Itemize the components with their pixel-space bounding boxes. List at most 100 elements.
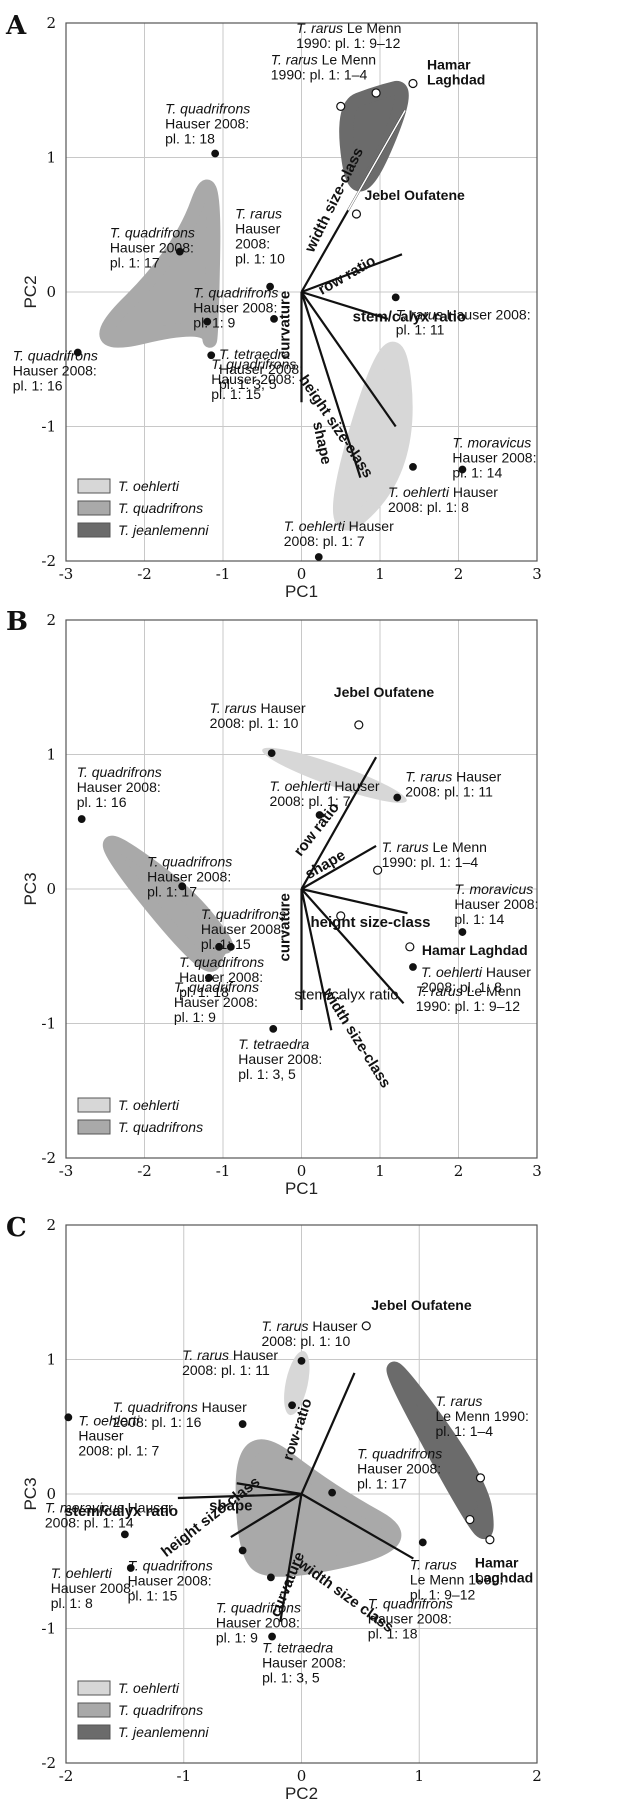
data-point — [361, 1321, 371, 1331]
citation: Hauser — [124, 1499, 173, 1515]
vector-label: stem/calyx ratio — [294, 987, 398, 1004]
point-label-line: Laghdad — [427, 72, 485, 88]
point-label: T. quadrifrons Hauser 2008: pl. 1: 15 — [211, 356, 296, 402]
point-label-line: pl. 1: 3, 5 — [238, 1066, 296, 1082]
point-label-line: pl. 1: 9 — [193, 315, 235, 331]
point-label-line: Hamar — [427, 57, 471, 73]
plot-frame — [65, 1224, 538, 1764]
data-point — [73, 348, 82, 357]
y-axis-title: PC3 — [21, 1477, 40, 1510]
data-point — [266, 1573, 275, 1582]
citation: Hauser — [345, 518, 394, 534]
x-tick-label: -3 — [59, 565, 74, 583]
point-label: T. quadrifrons Hauser 2008: pl. 1: 18 — [179, 954, 264, 1000]
point-label-line: T. rarus Hauser — [405, 769, 501, 785]
point-label: T. quadrifrons Hauser 2008: pl. 1: 17 — [110, 225, 195, 271]
data-point — [458, 928, 467, 936]
loading-vector — [279, 1493, 303, 1622]
loading-vector — [300, 1372, 356, 1495]
x-axis-title: PC2 — [285, 1784, 318, 1802]
point-label: Hamar Laghdad — [427, 57, 485, 88]
data-point — [266, 282, 275, 291]
point-label-line: T. moravicus — [452, 435, 531, 451]
legend-swatch — [77, 1702, 111, 1718]
legend-swatch — [77, 478, 111, 494]
point-label-line: T. quadrifrons — [216, 1599, 301, 1615]
point-label-line: T. quadrifrons — [368, 1595, 453, 1611]
data-point — [270, 315, 278, 323]
point-label-line: T. rarus Le Menn — [271, 51, 376, 67]
point-label-line: Hauser 2008: — [13, 363, 97, 379]
point-label-line: T. quadrifrons — [357, 1446, 442, 1462]
panel-letter: B — [6, 607, 28, 637]
species-name: T. rarus — [396, 306, 443, 322]
y-tick-label: 2 — [46, 611, 56, 629]
y-tick-label: -2 — [41, 552, 56, 570]
species-name: T. rarus — [296, 20, 343, 36]
point-label-line: pl. 1: 17 — [110, 255, 160, 271]
point-label-line: T. quadrifrons — [193, 285, 278, 301]
citation: Hauser — [257, 700, 306, 716]
point-label-line: Hauser 2008: — [238, 1051, 322, 1067]
quadrifrons-hull — [235, 1439, 402, 1577]
point-label-line: Jebel Oufatene — [371, 1297, 472, 1313]
data-point — [328, 1488, 337, 1497]
point-label-line: pl. 1: 8 — [51, 1595, 93, 1611]
data-point — [409, 963, 417, 971]
citation: Hauser — [308, 1318, 357, 1334]
point-label: T. rarus Hauser 2008: pl. 1: 11 — [405, 769, 501, 800]
point-label-line: 2008: pl. 1: 8 — [421, 979, 502, 995]
y-tick-label: 1 — [46, 149, 56, 167]
point-label-line: 1990: pl. 1: 1–4 — [271, 66, 368, 82]
point-label: T. quadrifrons Hauser 2008: pl. 1: 9 — [216, 1599, 301, 1645]
data-point — [207, 351, 216, 360]
citation: Hauser — [198, 1399, 247, 1415]
y-tick-label: 1 — [46, 746, 56, 764]
point-label-line: pl. 1: 10 — [235, 251, 285, 267]
point-label-line: pl. 1: 17 — [357, 1476, 407, 1492]
data-point — [204, 973, 213, 982]
data-point — [297, 1356, 306, 1365]
citation: Le Menn — [343, 20, 401, 36]
loading-vector — [300, 291, 362, 478]
x-tick-label: 0 — [297, 565, 307, 583]
point-label: T. rarus Le Menn 1990: pl. 1: 1–4 — [271, 51, 376, 82]
species-name: T. oehlerti — [270, 778, 332, 794]
point-label-line: Laghdad — [475, 1570, 533, 1586]
jeanlemenni-hull — [339, 81, 409, 192]
data-point — [288, 1401, 296, 1410]
point-label-line: T. oehlerti — [51, 1565, 113, 1581]
vector-label: stem/calyx ratio — [65, 1503, 178, 1520]
point-label-line: T. rarus Hauser — [210, 700, 306, 716]
loading-vector — [300, 888, 333, 1031]
point-label: T. tetraedra Hauser 2008: pl. 1: 3, 5 — [219, 346, 303, 392]
point-label: T. quadrifrons Hauser 2008: pl. 1: 9 — [193, 285, 278, 331]
point-label: T. quadrifrons Hauser 2008: pl. 1: 18 — [368, 1595, 453, 1641]
y-axis-title: PC3 — [21, 872, 40, 905]
point-label-line: Hauser 2008: — [211, 371, 295, 387]
point-label-line: Hauser 2008: — [165, 115, 249, 131]
point-label-line: pl. 1: 18 — [165, 130, 215, 146]
point-label-line: T. quadrifrons — [147, 853, 232, 869]
point-label: T. quadrifrons Hauser 2008: pl. 1: 17 — [147, 853, 232, 899]
citation: Hauser — [452, 769, 501, 785]
species-name: T. quadrifrons — [113, 1399, 198, 1415]
y-tick-label: -1 — [41, 1620, 56, 1638]
point-label: T. tetraedra Hauser 2008: pl. 1: 3, 5 — [262, 1640, 346, 1686]
point-label: T. rarus Le Menn 1990: pl. 1: 9–12 — [416, 983, 521, 1014]
point-label-line: pl. 1: 15 — [201, 936, 251, 952]
citation: Hauser — [449, 484, 498, 500]
point-label-line: pl. 1: 14 — [454, 911, 504, 927]
point-label-line: 2008: pl. 1: 11 — [182, 1362, 270, 1378]
data-point — [77, 815, 86, 823]
point-label-line: T. rarus Le Menn — [382, 839, 487, 855]
species-name: T. rarus — [182, 1347, 229, 1363]
point-label: T. oehlerti Hauser 2008: pl. 1: 7 — [284, 518, 394, 549]
point-label-line: 2008: pl. 1: 8 — [388, 499, 469, 515]
data-point — [458, 465, 467, 474]
point-label-line: pl. 1: 1–4 — [435, 1423, 493, 1439]
point-label-line: Hauser 2008: — [128, 1572, 212, 1588]
point-label: T. rarus Hauser 2008: pl. 1: 11 — [182, 1347, 278, 1378]
point-label-line: 2008: pl. 1: 7 — [78, 1442, 159, 1458]
data-point — [211, 149, 220, 158]
